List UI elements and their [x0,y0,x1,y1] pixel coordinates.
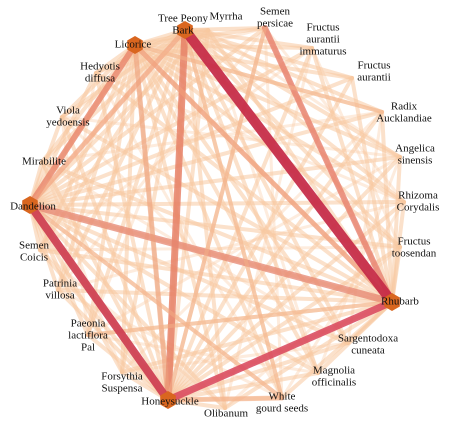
edge [166,200,406,402]
node-label: lactiflora [68,330,108,342]
node-label: Magnolia [313,365,355,377]
edge [26,201,172,404]
edge [27,27,188,208]
edge [133,43,320,375]
node-label: Suspensa [102,383,143,395]
node-label: Coicis [20,252,48,264]
node-label: diffusa [85,73,115,85]
node-label: Fructus [358,60,391,72]
hub-node [177,21,193,39]
edge [350,76,394,304]
edge [94,71,284,400]
nodes [22,21,400,409]
edge [38,43,137,252]
node-label: toosendan [392,248,437,260]
edge [165,395,285,403]
node-label: Paeonia [71,318,106,330]
node-label: Olibanum [204,408,248,420]
edge [132,42,395,305]
edge [166,371,320,402]
edge [40,160,394,304]
hub-node [160,391,176,409]
edge [60,115,402,159]
edge [28,203,350,345]
node-label: Fructus [307,22,340,34]
edge [166,26,267,402]
edge [390,245,402,304]
node-label: Dandelion [10,201,56,213]
node-label: Forsythia [101,371,143,383]
edge [94,71,394,304]
node-label: Corydalis [397,202,440,214]
edge [40,160,124,374]
edge [133,43,350,345]
edge [166,155,402,402]
edge [133,43,284,400]
node-label: Bark [172,25,194,37]
edge [183,28,284,400]
edge [27,42,138,208]
hub-node [22,196,38,214]
node-label: sinensis [398,155,433,167]
node-label: Semen [260,6,290,18]
node-label: Hedyotis [80,61,120,73]
edge [132,42,171,403]
edge [133,43,227,410]
edge [380,110,394,304]
node-label: aurantii [306,34,340,46]
node-label: immaturus [299,46,346,58]
edge [164,298,396,404]
edge [56,43,137,292]
node-label: persicae [257,18,293,30]
edge [28,203,227,410]
node-label: Angelica [395,143,435,155]
node-label: Licorice [115,39,152,51]
node-label: Patrinia [43,278,77,290]
node-label: gourd seeds [256,403,308,415]
node-label: Fructus [398,236,431,248]
edge [262,25,395,305]
edge [280,300,394,400]
edge [120,110,384,374]
hub-node [127,36,143,54]
node-label: villosa [45,290,74,302]
edge [133,43,314,50]
edge [206,28,402,159]
node-label: Rhubarb [381,296,419,308]
node-label: aurantii [357,72,391,84]
node-label: Mirabilite [22,156,66,168]
edge [180,25,397,307]
node-label: Rhizoma [398,190,438,202]
edge [133,43,384,114]
node-label: Tree Peony [158,13,209,25]
node-label: Semen [19,240,49,252]
node-label: Myrrha [210,11,243,23]
edge [60,43,137,119]
node-label: Pal [81,342,95,354]
node-label: Viola [56,105,80,117]
node-label: Radix [391,101,418,113]
edge [28,28,210,207]
edge [86,300,394,337]
edge [133,43,354,80]
hub-node [384,293,400,311]
edge [166,46,314,402]
node-label: officinalis [312,377,356,389]
edge [120,43,137,374]
node-label: cuneata [351,345,385,357]
edge [56,200,406,292]
edge [133,43,402,159]
node-label: White [269,391,296,403]
edge [26,201,396,306]
node-label: Honeysuckle [141,396,199,408]
node-label: Aucklandiae [376,113,432,125]
edge [28,203,90,337]
node-label: Sargentodoxa [338,333,398,345]
node-label: yedoensis [46,117,89,129]
edge [133,26,267,47]
edges [26,25,406,410]
edge [166,76,354,402]
